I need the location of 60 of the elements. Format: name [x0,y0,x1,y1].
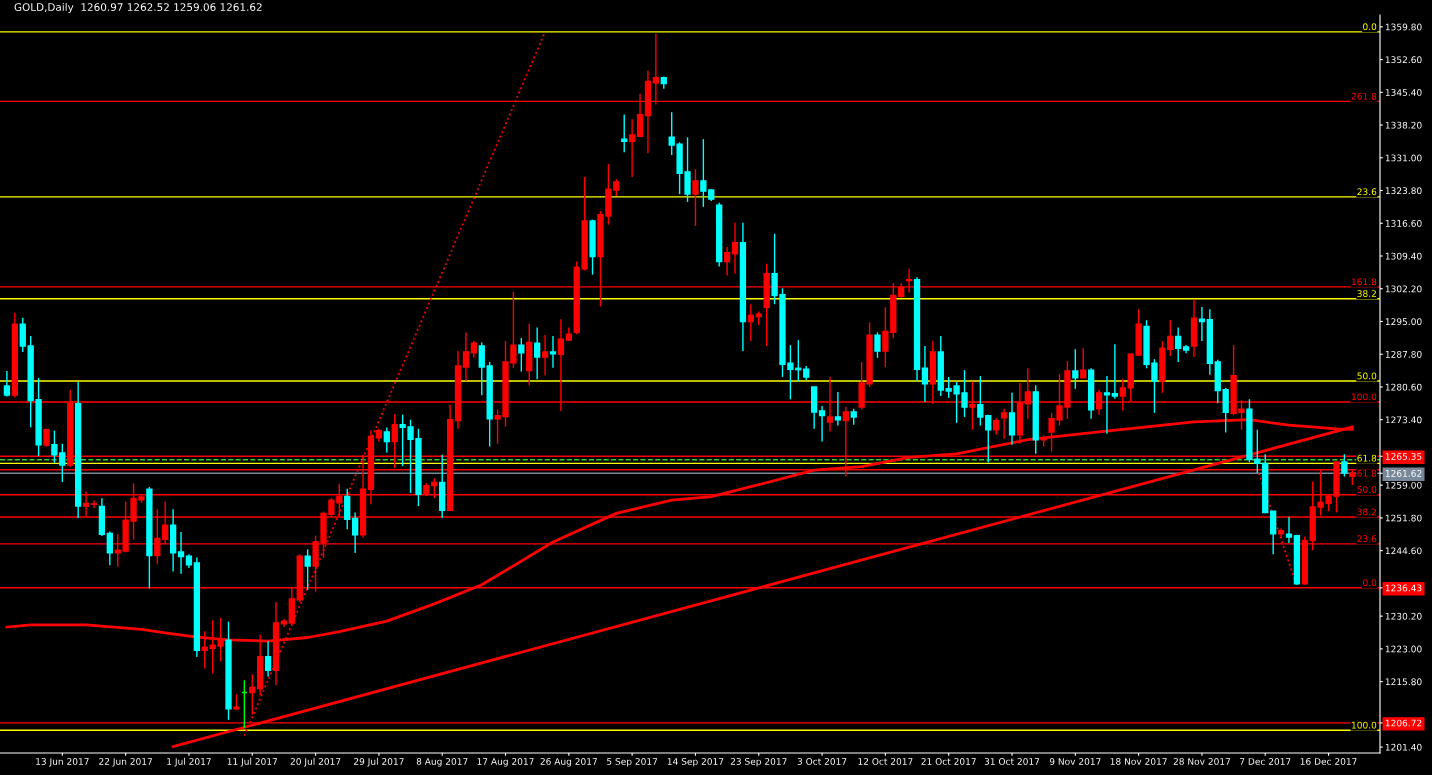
annotation: 61.8 [1357,469,1377,477]
x-tick-label: 20 Jul 2017 [290,757,341,767]
x-tick-label: 1 Jul 2017 [167,757,211,767]
x-tick-label: 9 Nov 2017 [1049,758,1101,765]
annotation: 100.0 [1351,393,1377,401]
annotation: 23.6 [1357,188,1377,196]
x-tick-label: 29 Jul 2017 [354,757,404,767]
annotation: 38.2 [1357,290,1376,297]
x-tick-label: 16 Dec 2017 [1300,758,1357,765]
y-tick-label: 1345.40 [1385,89,1422,96]
y-tick-label: 1323.80 [1385,187,1422,195]
annotation: 0.0 [1363,579,1377,587]
y-tick-label: 1261.62 [1385,469,1422,477]
y-tick-label: 1230.20 [1385,612,1422,620]
y-tick-label: 1259.00 [1385,481,1422,489]
y-tick-label: 1251.80 [1385,514,1422,522]
y-tick-label: 1280.60 [1385,383,1422,391]
annotation: 0.0 [1363,23,1377,31]
y-tick-label: 1295.00 [1385,318,1422,326]
annotation: 23.6 [1357,535,1377,543]
x-tick-label: 11 Jul 2017 [227,757,278,767]
y-tick-label: 1359.80 [1385,23,1422,31]
x-tick-label: 31 Oct 2017 [984,758,1040,765]
y-tick-label: 1265.35 [1385,453,1422,460]
annotation: 261.8 [1351,92,1377,100]
y-tick-label: 1309.40 [1385,252,1422,260]
x-tick-label: 8 Aug 2017 [416,758,468,767]
y-tick-label: 1223.00 [1385,645,1422,653]
x-tick-label: 7 Dec 2017 [1240,758,1291,765]
x-tick-label: 21 Oct 2017 [921,758,976,765]
y-tick-label: 1273.40 [1385,416,1422,424]
x-tick-label: 5 Sep 2017 [607,758,658,767]
x-tick-label: 23 Sep 2017 [730,758,787,767]
x-tick-label: 18 Nov 2017 [1110,758,1167,765]
y-tick-label: 1302.20 [1385,285,1422,293]
y-tick-label: 1201.40 [1385,743,1422,751]
x-tick-label: 17 Aug 2017 [477,758,534,767]
x-tick-label: 3 Oct 2017 [797,758,847,765]
x-tick-label: 13 Jun 2017 [36,758,89,767]
y-tick-label: 1338.20 [1385,121,1422,129]
y-tick-label: 1331.00 [1385,154,1422,162]
x-tick-label: 12 Oct 2017 [858,758,913,765]
annotation: 38.2 [1357,508,1376,516]
y-tick-label: 1236.43 [1385,584,1422,592]
y-tick-label: 1352.60 [1385,56,1422,64]
y-tick-label: 1244.60 [1385,547,1422,555]
y-tick-label: 1215.80 [1385,678,1422,686]
y-tick-label: 1316.60 [1385,219,1422,227]
x-tick-label: 28 Nov 2017 [1173,758,1231,765]
y-tick-label: 1287.80 [1385,350,1422,358]
x-tick-label: 22 Jun 2017 [99,758,153,767]
x-tick-label: 14 Sep 2017 [667,758,724,767]
chart-title: GOLD,Daily 1260.97 1262.52 1259.06 1261.62 [14,2,262,14]
annotation: 161.8 [1351,278,1377,286]
annotation: 61.8 [1357,454,1377,462]
x-tick-label: 26 Aug 2017 [540,758,597,767]
y-tick-label: 1206.72 [1385,719,1422,727]
annotation: 50.0 [1357,486,1377,493]
annotation: 50.0 [1357,372,1377,380]
annotation: 100.0 [1351,721,1377,729]
